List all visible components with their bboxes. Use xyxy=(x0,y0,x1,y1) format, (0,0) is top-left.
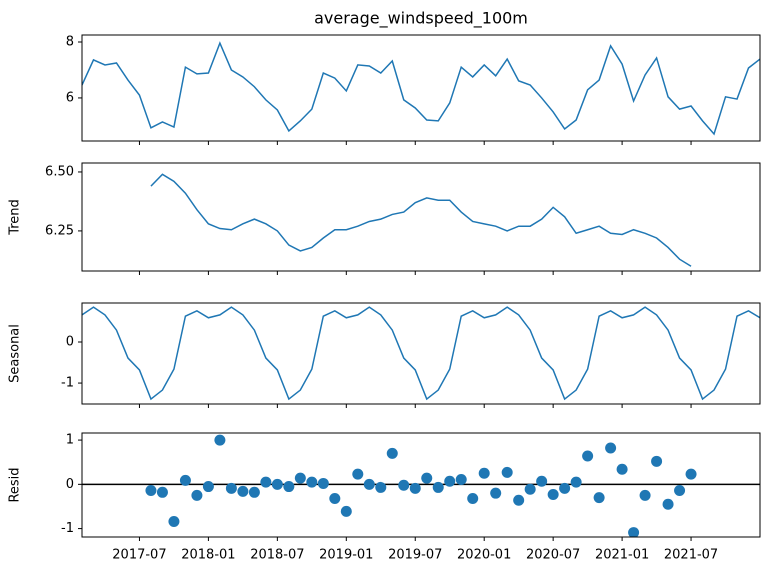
point xyxy=(260,476,272,488)
point xyxy=(674,485,686,497)
point xyxy=(547,489,559,501)
chart-title: average_windspeed_100m xyxy=(314,9,528,29)
point xyxy=(168,516,180,528)
y-tick-label: 6 xyxy=(66,90,74,105)
axes-frame xyxy=(81,432,761,538)
point xyxy=(237,485,249,497)
y-tick-label: -1 xyxy=(61,521,74,536)
point xyxy=(685,468,697,480)
point xyxy=(375,481,387,493)
x-tick-label: 2021-07 xyxy=(664,548,718,563)
point xyxy=(306,476,318,488)
point xyxy=(501,466,513,478)
point xyxy=(478,467,490,479)
point xyxy=(639,489,651,501)
x-tick-label: 2020-01 xyxy=(457,548,511,563)
point xyxy=(409,482,421,494)
line xyxy=(82,41,760,136)
point xyxy=(421,472,433,484)
line xyxy=(150,173,692,267)
y-axis-label: Resid xyxy=(8,467,23,502)
x-tick-label: 2019-07 xyxy=(388,548,442,563)
axes-frame xyxy=(81,302,761,405)
point xyxy=(145,485,157,497)
y-tick-label: 6.25 xyxy=(45,223,74,238)
point xyxy=(398,479,410,491)
point xyxy=(271,478,283,490)
point xyxy=(432,481,444,493)
point xyxy=(444,475,456,487)
subplot: Resid -1 0 1 2017-07 2018-01 2018-07 2019-01 201… xyxy=(8,432,761,563)
point xyxy=(651,455,663,467)
point xyxy=(156,486,168,498)
point xyxy=(662,498,674,510)
x-tick-label: 2021-01 xyxy=(595,548,649,563)
y-tick-label: -1 xyxy=(61,376,74,391)
x-tick-label: 2019-01 xyxy=(319,548,373,563)
point xyxy=(225,482,237,494)
y-tick-label: 1 xyxy=(66,433,74,448)
x-tick-label: 2017-07 xyxy=(112,548,166,563)
subplot: average_windspeed_100m 6 8 xyxy=(66,9,761,145)
subplot: Seasonal -1 0 xyxy=(8,302,761,408)
x-tick-label: 2020-07 xyxy=(526,548,580,563)
axes-frame xyxy=(81,34,761,142)
point xyxy=(191,489,203,501)
y-tick-label: 6.50 xyxy=(45,164,74,179)
point xyxy=(329,492,341,504)
x-tick-label: 2018-01 xyxy=(181,548,235,563)
y-tick-label: 0 xyxy=(66,335,74,350)
axes-frame xyxy=(81,162,761,272)
point xyxy=(317,477,329,489)
point xyxy=(616,463,628,475)
point xyxy=(283,481,295,493)
point xyxy=(214,434,226,446)
point xyxy=(352,468,364,480)
point xyxy=(490,487,502,499)
y-tick-label: 8 xyxy=(66,34,74,49)
point xyxy=(536,475,548,487)
point xyxy=(467,492,479,504)
point xyxy=(593,492,605,504)
line xyxy=(82,306,760,401)
point xyxy=(363,478,375,490)
point xyxy=(202,481,214,493)
point xyxy=(294,472,306,484)
y-axis-label: Trend xyxy=(8,199,23,236)
point xyxy=(628,527,640,537)
point xyxy=(513,494,525,506)
point xyxy=(524,483,536,495)
point xyxy=(248,486,260,498)
point xyxy=(582,450,594,462)
point xyxy=(570,476,582,488)
point xyxy=(455,473,467,485)
y-tick-label: 0 xyxy=(66,477,74,492)
point xyxy=(559,482,571,494)
point xyxy=(179,474,191,486)
point xyxy=(605,442,617,454)
x-tick-label: 2018-07 xyxy=(250,548,304,563)
point xyxy=(386,447,398,459)
subplot: Trend 6.25 6.50 xyxy=(8,162,761,275)
point xyxy=(340,505,352,517)
y-axis-label: Seasonal xyxy=(8,324,23,383)
